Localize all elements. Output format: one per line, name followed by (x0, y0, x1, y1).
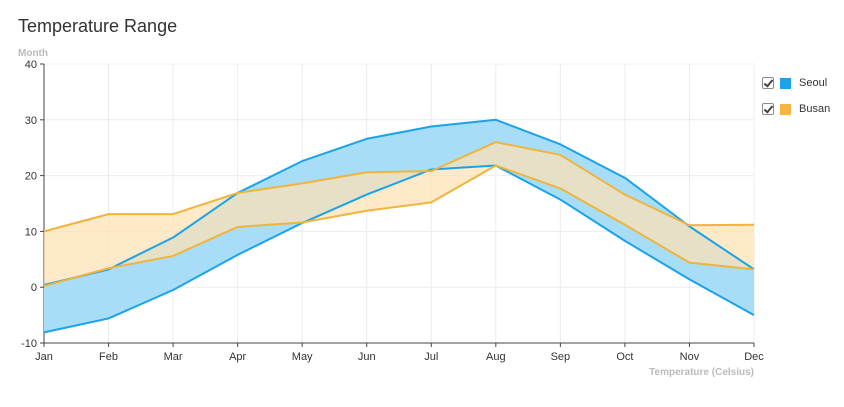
range-area-busan (44, 142, 754, 287)
y-axis-title: Month (18, 48, 48, 59)
legend-item-seoul[interactable]: Seoul (762, 76, 830, 90)
legend-swatch-busan (780, 103, 791, 115)
x-tick-label: Feb (99, 351, 118, 363)
x-tick-label: Apr (229, 351, 246, 363)
low-line-busan (43, 164, 755, 288)
x-tick-label: Aug (486, 351, 506, 363)
low-line-seoul (43, 164, 755, 334)
x-tick-label: Sep (551, 351, 571, 363)
checkbox-icon[interactable] (762, 77, 774, 89)
x-axis-title: Temperature (Celsius) (649, 367, 754, 378)
y-tick-label: 20 (25, 171, 37, 183)
x-tick-label: Dec (744, 351, 764, 363)
y-tick-label: 40 (25, 59, 37, 71)
legend-label-seoul: Seoul (799, 77, 828, 89)
legend-label-busan: Busan (799, 103, 831, 115)
y-tick-label: 0 (31, 282, 37, 294)
legend: Seoul Busan (762, 76, 830, 128)
legend-item-busan[interactable]: Busan (762, 102, 830, 116)
high-line-seoul (43, 118, 755, 286)
y-tick-label: -10 (21, 338, 37, 350)
x-tick-label: Jun (358, 351, 376, 363)
legend-swatch-seoul (780, 77, 791, 89)
x-tick-label: Jul (424, 351, 438, 363)
chart-title: Temperature Range (18, 16, 178, 36)
checkbox-icon[interactable] (762, 103, 774, 115)
x-tick-label: May (292, 351, 313, 363)
y-tick-label: 10 (25, 226, 37, 238)
high-line-busan (43, 141, 755, 233)
x-tick-label: Mar (164, 351, 183, 363)
x-tick-label: Oct (616, 351, 633, 363)
x-tick-label: Nov (680, 351, 700, 363)
x-tick-label: Jan (35, 351, 53, 363)
y-tick-label: 30 (25, 115, 37, 127)
